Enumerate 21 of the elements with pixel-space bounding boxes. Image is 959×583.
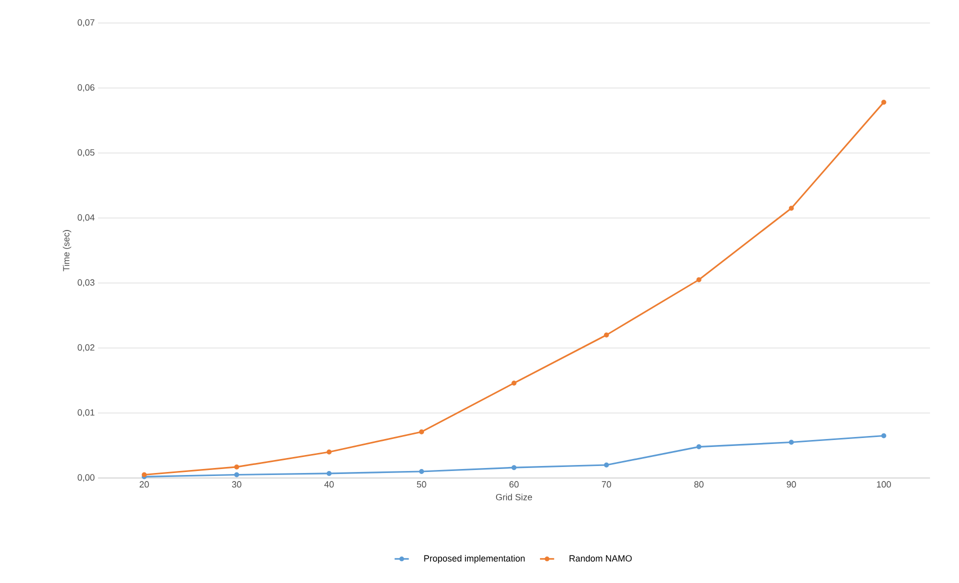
x-tick-label: 100 [876,481,891,488]
y-axis-title: Time (sec) [62,230,72,272]
y-tick-label: 0,02 [78,344,94,352]
x-tick-label: 30 [232,481,242,488]
y-tick-label: 0,03 [78,279,94,287]
x-tick-label: 50 [416,481,426,488]
x-tick-label: 90 [786,481,796,488]
y-tick-label: 0,07 [78,19,94,27]
x-tick-label: 80 [694,481,704,488]
x-tick-label: 60 [509,481,519,488]
y-tick-label: 0,04 [78,214,95,222]
y-tick-label: 0,06 [78,84,94,92]
x-tick-label: 20 [140,481,149,488]
legend-label: Proposed implementation [424,554,525,564]
x-axis-title: Grid Size [496,494,532,500]
legend-label: Random NAMO [570,554,632,562]
y-tick-label: 0,00 [78,474,94,482]
y-tick-label: 0,01 [78,409,94,417]
y-tick-label: 0,05 [78,149,94,157]
x-tick-label: 40 [324,481,334,488]
x-tick-label: 70 [602,481,612,488]
